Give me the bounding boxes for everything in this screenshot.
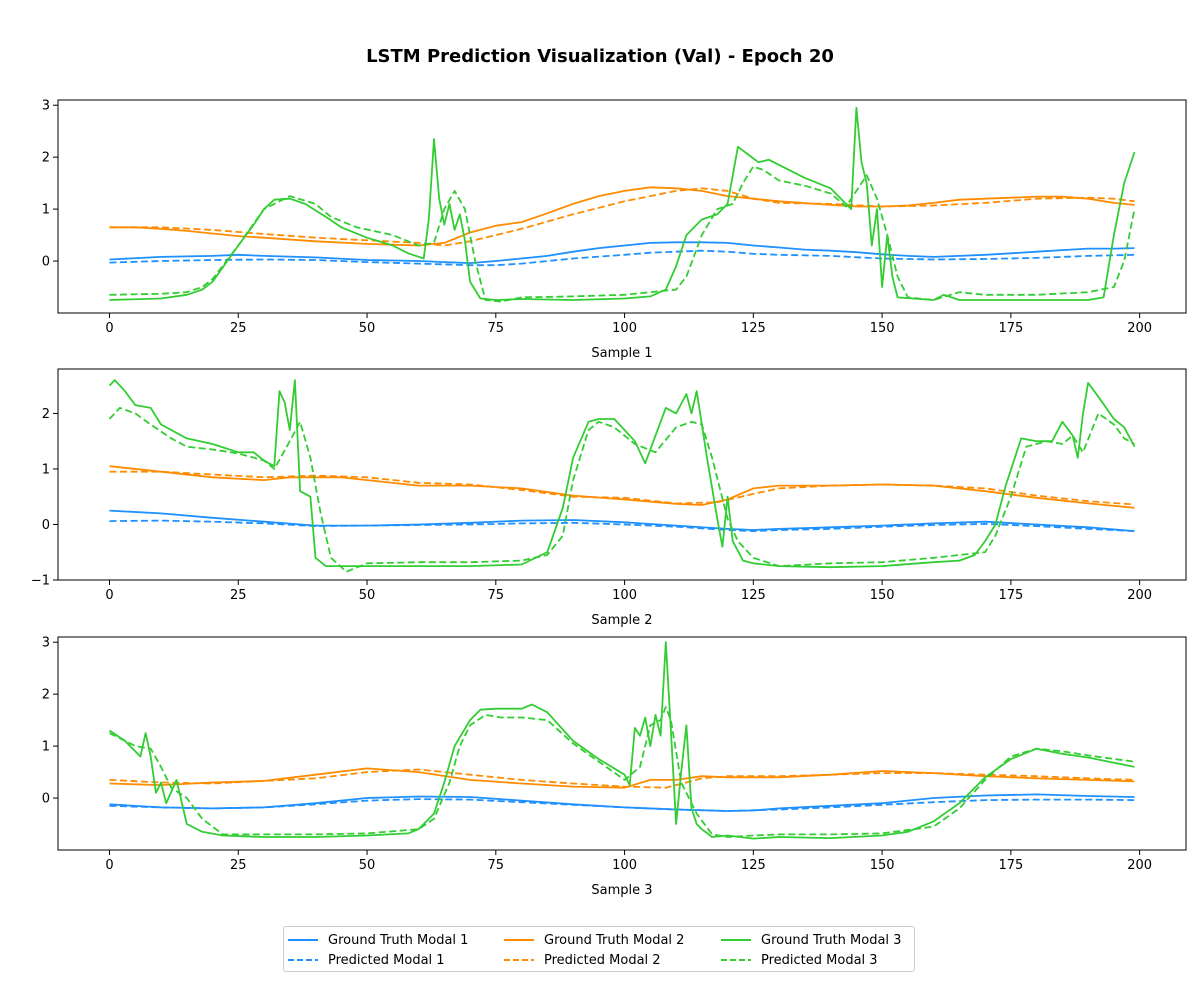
y-tick-label: 2	[42, 151, 50, 166]
legend-item-pred-modal-1: Predicted Modal 1	[288, 951, 445, 969]
axes-frame	[57, 368, 1187, 581]
x-tick-label: 50	[359, 588, 376, 603]
x-tick-label: 75	[488, 588, 505, 603]
y-tick-label: 0	[42, 255, 50, 270]
x-tick-label: 200	[1127, 588, 1152, 603]
series-line-predicted-modal-1	[109, 519, 1135, 532]
x-tick-label: 100	[612, 321, 637, 336]
y-tick-label: 2	[42, 407, 50, 422]
x-axis-label: Sample 2	[591, 613, 652, 628]
legend-label: Ground Truth Modal 3	[761, 932, 902, 948]
x-tick-label: 150	[870, 858, 895, 873]
series-line-predicted-modal-3	[108, 406, 1135, 573]
y-tick-label: 2	[42, 688, 50, 703]
series-line-ground-truth-modal-1	[109, 793, 1135, 812]
y-tick-label: 0	[42, 518, 50, 533]
y-tick-label: 3	[42, 99, 50, 114]
legend-label: Ground Truth Modal 2	[544, 932, 685, 948]
x-tick-label: 125	[741, 321, 766, 336]
series-line-ground-truth-modal-3	[108, 379, 1136, 569]
legend-label: Ground Truth Modal 1	[328, 932, 469, 948]
legend-swatch-gt-modal-1	[288, 939, 318, 941]
x-tick-label: 175	[998, 588, 1023, 603]
series-line-ground-truth-modal-3	[109, 106, 1136, 301]
x-tick-label: 0	[105, 321, 113, 336]
series-line-predicted-modal-2	[109, 470, 1135, 506]
y-tick-label: 1	[42, 462, 50, 477]
legend-swatch-pred-modal-3	[721, 959, 751, 961]
x-tick-label: 75	[488, 858, 505, 873]
x-tick-label: 150	[870, 588, 895, 603]
subplot-1: 0 25 50 75 100 125 150 175 200 0 1 2 3 Sample 1	[42, 99, 1187, 361]
series-line-predicted-modal-1	[109, 798, 1135, 812]
subplot-3: 0 25 50 75 100 125 150 175 200 0 1 2 3 Sample 3	[42, 636, 1187, 898]
x-tick-label: 50	[359, 321, 376, 336]
legend-swatch-gt-modal-3	[721, 939, 751, 941]
y-tick-label: −1	[31, 574, 50, 589]
series-line-predicted-modal-2	[109, 768, 1135, 789]
series-line-predicted-modal-1	[109, 249, 1135, 267]
legend-item-pred-modal-3: Predicted Modal 3	[721, 951, 878, 969]
x-tick-label: 25	[230, 858, 247, 873]
x-tick-label: 125	[741, 858, 766, 873]
x-tick-label: 125	[741, 588, 766, 603]
x-tick-label: 100	[612, 858, 637, 873]
series-line-ground-truth-modal-2	[109, 465, 1135, 509]
legend-swatch-pred-modal-1	[288, 959, 318, 961]
subplot-2: 0 25 50 75 100 125 150 175 200 −1 0 1 2 Sample 2	[31, 368, 1187, 628]
legend-item-gt-modal-3: Ground Truth Modal 3	[721, 931, 901, 949]
x-axis-label: Sample 3	[591, 883, 652, 898]
legend-label: Predicted Modal 2	[544, 952, 661, 968]
y-tick-label: 1	[42, 740, 50, 755]
x-tick-label: 175	[998, 858, 1023, 873]
series-line-ground-truth-modal-1	[109, 509, 1135, 532]
chart-title: LSTM Prediction Visualization (Val) - Ep…	[366, 46, 834, 67]
legend-swatch-gt-modal-2	[504, 939, 534, 941]
axes-frame	[57, 636, 1187, 851]
legend-swatch-pred-modal-2	[504, 959, 534, 961]
y-tick-label: 0	[42, 792, 50, 807]
legend: Ground Truth Modal 1 Predicted Modal 1 G…	[283, 926, 915, 972]
x-tick-label: 100	[612, 588, 637, 603]
x-tick-label: 25	[230, 321, 247, 336]
series-line-predicted-modal-3	[109, 165, 1136, 303]
series-line-ground-truth-modal-2	[109, 186, 1135, 247]
x-tick-label: 175	[998, 321, 1023, 336]
x-tick-label: 150	[870, 321, 895, 336]
x-axis-label: Sample 1	[591, 346, 652, 361]
legend-item-gt-modal-2: Ground Truth Modal 2	[504, 931, 684, 949]
x-tick-label: 75	[488, 321, 505, 336]
series-line-predicted-modal-3	[109, 706, 1135, 838]
series-line-predicted-modal-2	[109, 187, 1135, 247]
y-tick-label: 3	[42, 636, 50, 651]
x-tick-label: 200	[1127, 321, 1152, 336]
legend-item-gt-modal-1: Ground Truth Modal 1	[288, 931, 468, 949]
x-tick-label: 0	[105, 858, 113, 873]
x-tick-label: 25	[230, 588, 247, 603]
x-tick-label: 50	[359, 858, 376, 873]
y-tick-label: 1	[42, 203, 50, 218]
x-tick-label: 200	[1127, 858, 1152, 873]
legend-label: Predicted Modal 3	[761, 952, 878, 968]
series-line-ground-truth-modal-2	[109, 767, 1135, 789]
x-tick-label: 0	[105, 588, 113, 603]
series-line-ground-truth-modal-1	[109, 241, 1135, 265]
legend-item-pred-modal-2: Predicted Modal 2	[504, 951, 661, 969]
series-line-ground-truth-modal-3	[108, 641, 1135, 840]
axes-frame	[57, 99, 1187, 314]
legend-label: Predicted Modal 1	[328, 952, 445, 968]
